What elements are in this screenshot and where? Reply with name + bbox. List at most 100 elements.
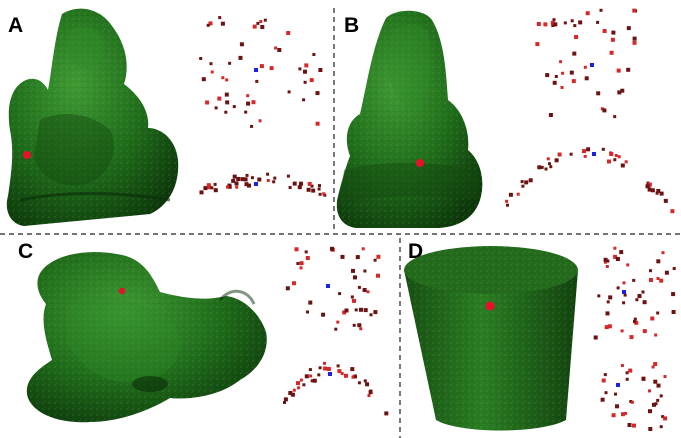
cloud-point xyxy=(366,290,370,294)
mesh-dragon-c xyxy=(26,252,267,423)
cloud-point xyxy=(632,36,637,41)
cloud-point xyxy=(238,55,243,60)
panel-c: C xyxy=(18,240,389,423)
cloud-point xyxy=(554,75,558,78)
cloud-point xyxy=(544,167,548,171)
cloud-point xyxy=(305,256,310,260)
cloud-point xyxy=(373,310,378,315)
cloud-point xyxy=(601,378,606,383)
cloud-point xyxy=(617,90,622,95)
cloud-point xyxy=(220,21,225,26)
cloud-point xyxy=(626,26,631,31)
cloud-point xyxy=(602,108,607,113)
cloud-point xyxy=(606,300,610,304)
cloud-point xyxy=(604,325,609,330)
cloud-point xyxy=(259,64,264,69)
cloud-point xyxy=(641,376,646,381)
cloud-point xyxy=(656,259,661,264)
panel-a: A xyxy=(6,8,327,227)
cloud-point xyxy=(625,371,629,375)
cloud-point xyxy=(645,184,650,189)
cloud-point xyxy=(626,263,630,267)
cloud-point xyxy=(336,364,340,368)
cloud-point xyxy=(506,203,509,207)
cloud-point xyxy=(613,115,617,119)
cloud-point xyxy=(659,394,663,398)
cloud-point xyxy=(363,269,367,273)
cloud-point xyxy=(616,286,620,290)
cloud-point xyxy=(630,400,634,404)
cloud-point xyxy=(571,79,576,84)
cloud-point xyxy=(247,183,251,188)
cloud-point xyxy=(285,286,290,291)
cloud-point xyxy=(508,192,513,197)
cloud-point xyxy=(615,257,620,261)
cloud-point xyxy=(213,182,217,186)
cloud-point xyxy=(578,20,583,25)
cloud-point xyxy=(648,409,652,414)
cloud-point xyxy=(601,147,605,151)
cloud-point xyxy=(214,106,218,110)
cloud-point xyxy=(306,187,311,192)
cloud-point xyxy=(310,379,314,383)
cloud-point xyxy=(199,190,204,195)
cloud-point xyxy=(603,373,607,377)
cloud-point xyxy=(312,53,316,56)
cloud-point xyxy=(626,67,631,72)
cloud-point xyxy=(225,100,230,105)
cloud-point xyxy=(344,373,348,378)
query-point xyxy=(592,152,596,156)
cloud-point xyxy=(611,30,616,35)
cloud-point xyxy=(302,98,306,102)
cloud-point xyxy=(299,266,303,270)
cloud-point xyxy=(369,313,373,317)
cloud-point xyxy=(225,78,229,82)
cloud-point xyxy=(656,398,660,402)
cloud-point xyxy=(635,298,639,302)
cloud-point xyxy=(288,186,292,189)
cloud-point xyxy=(661,415,665,419)
cloud-point xyxy=(355,255,360,260)
cloud-point xyxy=(663,416,668,421)
cloud-point xyxy=(609,50,614,55)
cloud-point xyxy=(586,147,591,152)
cloud-point xyxy=(340,372,344,376)
cloud-point xyxy=(600,397,605,402)
cloud-point xyxy=(272,180,276,184)
cloud-point xyxy=(208,21,213,26)
cloud-point xyxy=(240,177,245,182)
cloud-point xyxy=(505,199,509,203)
panel-label-b: B xyxy=(344,14,359,37)
cloud-point xyxy=(315,91,320,96)
cloud-point xyxy=(213,188,218,193)
point-cloud-d xyxy=(593,246,676,431)
cloud-point xyxy=(609,151,613,155)
cloud-point xyxy=(303,80,307,84)
cloud-point xyxy=(620,364,624,367)
cloud-point xyxy=(266,179,270,182)
cloud-point xyxy=(654,333,658,337)
cloud-point xyxy=(671,292,676,297)
cloud-point xyxy=(236,177,241,181)
point-cloud-a xyxy=(199,16,327,197)
cloud-point xyxy=(350,295,354,299)
cloud-point xyxy=(629,335,634,340)
cloud-point xyxy=(227,184,232,189)
cloud-point xyxy=(610,37,615,42)
cloud-point xyxy=(608,295,613,300)
cloud-point xyxy=(671,310,676,314)
cloud-point xyxy=(634,320,639,325)
mesh-cylinder-d xyxy=(404,246,578,431)
cloud-point xyxy=(359,327,363,331)
cloud-point xyxy=(217,96,222,101)
cloud-point xyxy=(309,78,314,83)
cloud-point xyxy=(310,184,314,188)
cloud-point xyxy=(231,178,236,183)
cloud-point xyxy=(650,316,655,321)
cloud-point xyxy=(210,186,214,190)
cloud-point xyxy=(256,21,260,25)
cloud-point xyxy=(552,18,556,22)
cloud-point xyxy=(605,311,610,316)
cloud-point xyxy=(642,329,647,334)
cloud-point xyxy=(613,254,618,259)
